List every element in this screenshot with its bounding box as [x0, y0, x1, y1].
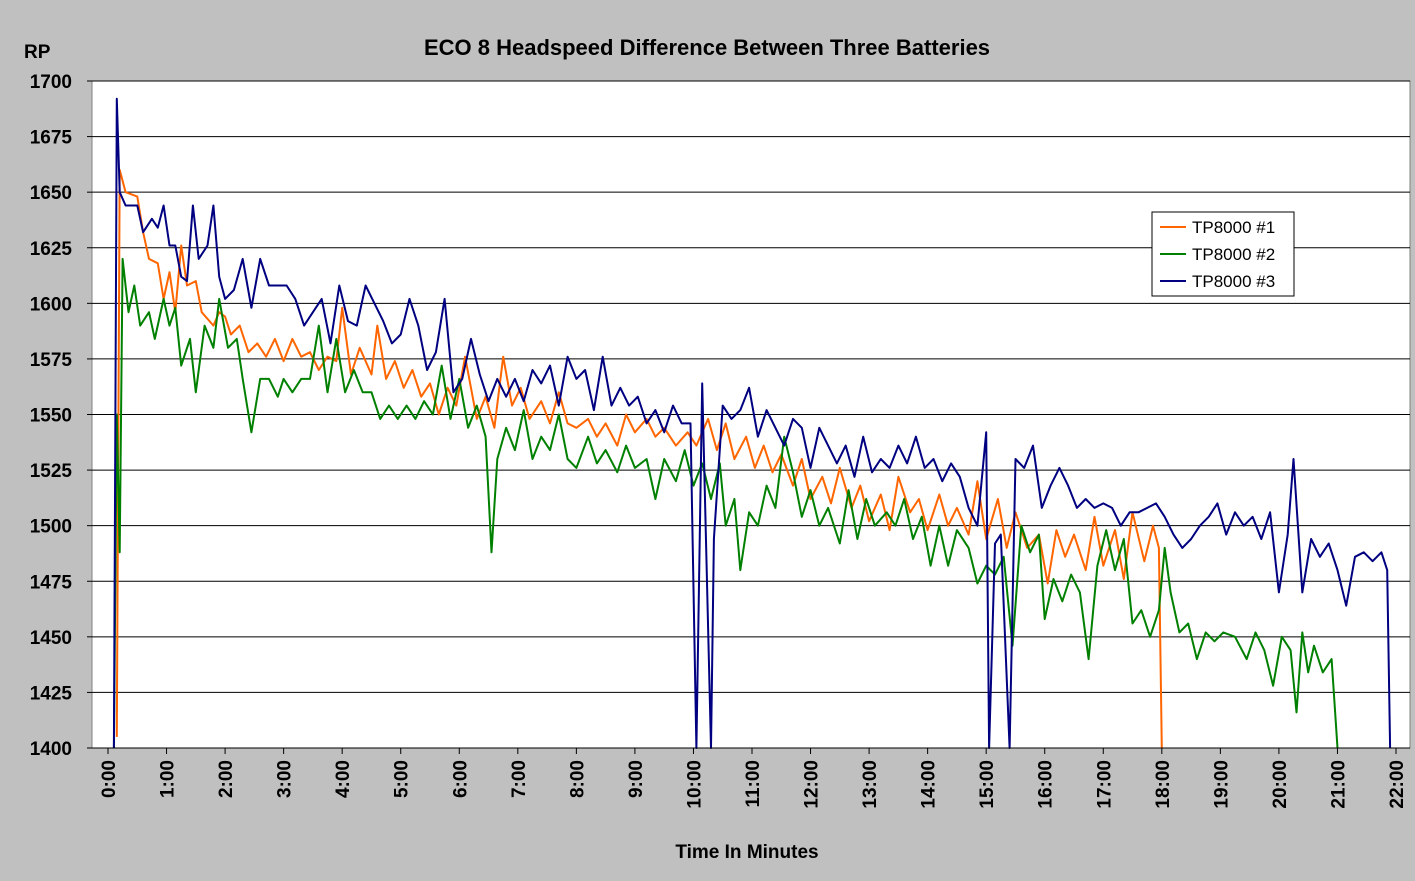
y-tick-label: 1425	[30, 683, 73, 704]
y-tick-label: 1400	[30, 739, 72, 760]
y-tick-label: 1550	[30, 406, 72, 427]
y-tick-labels: 1400 1425 1450 1475 1500 1525 1550 1575 1600 1625…	[30, 72, 92, 760]
x-tick-label: 1:00	[158, 760, 179, 798]
y-tick-label: 1625	[30, 239, 73, 260]
x-tick-label: 4:00	[333, 760, 354, 798]
y-axis-label: RP	[24, 42, 51, 63]
x-tick-label: 7:00	[509, 760, 530, 798]
x-tick-label: 2:00	[216, 760, 237, 798]
x-tick-label: 18:00	[1153, 760, 1174, 809]
x-tick-label: 14:00	[919, 760, 940, 809]
y-tick-label: 1450	[30, 628, 72, 649]
x-tick-labels: 0:00 1:00 2:00 3:00 4:00 5:00 6:00 7:00 8:00 9:00…	[99, 748, 1408, 809]
y-tick-label: 1675	[30, 128, 73, 149]
x-tick-label: 13:00	[860, 760, 881, 809]
x-axis-label: Time In Minutes	[675, 842, 818, 863]
legend-label-3: TP8000 #3	[1192, 272, 1275, 291]
x-tick-label: 11:00	[743, 760, 764, 808]
series-line-1	[115, 168, 1163, 749]
y-tick-label: 1650	[30, 183, 72, 204]
y-tick-label: 1500	[30, 517, 72, 538]
x-tick-label: 3:00	[275, 760, 296, 798]
series-line-3	[112, 97, 1392, 749]
x-tick-label: 15:00	[977, 760, 998, 809]
x-tick-label: 17:00	[1094, 760, 1115, 809]
y-tick-label: 1700	[30, 72, 72, 93]
x-tick-label: 8:00	[567, 760, 588, 798]
x-tick-label: 21:00	[1328, 760, 1349, 809]
x-tick-label: 19:00	[1211, 760, 1232, 809]
y-tick-label: 1575	[30, 350, 73, 371]
series-line-2	[112, 257, 1339, 749]
legend-label-1: TP8000 #1	[1192, 218, 1275, 237]
y-tick-label: 1525	[30, 461, 73, 482]
x-tick-label: 12:00	[802, 760, 823, 809]
legend-label-2: TP8000 #2	[1192, 245, 1275, 264]
y-tick-label: 1600	[30, 294, 72, 315]
x-tick-label: 20:00	[1270, 760, 1291, 809]
x-tick-label: 16:00	[1036, 760, 1057, 809]
x-tick-label: 10:00	[684, 760, 705, 809]
x-tick-label: 22:00	[1387, 760, 1408, 809]
series-lines	[112, 97, 1392, 749]
y-tick-label: 1475	[30, 572, 73, 593]
legend: TP8000 #1 TP8000 #2 TP8000 #3	[1151, 211, 1295, 297]
x-tick-label: 9:00	[626, 760, 647, 798]
x-tick-label: 5:00	[392, 760, 413, 798]
x-tick-label: 6:00	[450, 760, 471, 798]
x-tick-label: 0:00	[99, 760, 120, 798]
chart-title: ECO 8 Headspeed Difference Between Three…	[424, 35, 990, 60]
